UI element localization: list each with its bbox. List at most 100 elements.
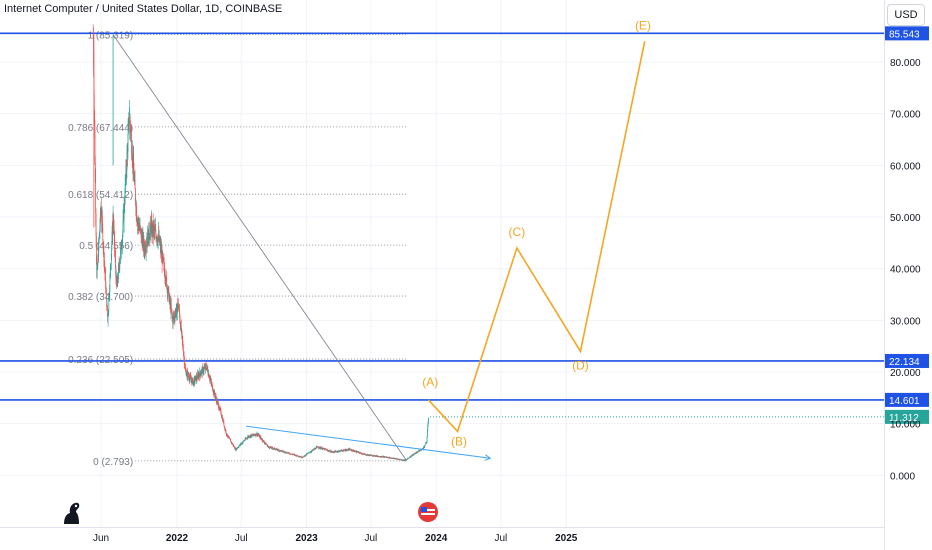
candle-body xyxy=(375,455,377,457)
candle-body xyxy=(196,376,198,379)
candle-body xyxy=(317,447,319,449)
candle-body xyxy=(126,152,128,171)
candle-body xyxy=(131,153,133,158)
candle-body xyxy=(410,456,412,457)
candle-body xyxy=(314,448,315,450)
candle-body xyxy=(129,116,131,125)
candle-body xyxy=(274,449,276,450)
candle-body xyxy=(235,448,237,451)
candle-body xyxy=(158,235,160,240)
candle-body xyxy=(201,369,203,371)
candle-body xyxy=(386,457,388,458)
candle-body xyxy=(320,448,321,449)
candle-body xyxy=(306,453,308,455)
candle-body xyxy=(135,206,137,210)
candle-body xyxy=(304,455,305,457)
candle-body xyxy=(205,365,207,369)
candle-body xyxy=(362,454,364,455)
candle-body xyxy=(249,436,250,438)
candle-body xyxy=(370,454,372,456)
candle-body xyxy=(100,211,101,213)
us-flag-event-icon[interactable] xyxy=(418,502,438,522)
price-axis[interactable]: 85.543 22.134 14.601 11.312 80.000 70.000 60.0… xyxy=(885,26,929,482)
candle-body xyxy=(330,452,332,453)
candle-body xyxy=(259,436,261,437)
candle-body xyxy=(371,454,372,456)
candle-body xyxy=(216,399,218,404)
candle-body xyxy=(156,237,158,240)
candle-body xyxy=(162,257,164,259)
candle-body xyxy=(333,452,335,453)
candle-body xyxy=(225,430,227,432)
candle-body xyxy=(360,453,362,454)
candle-body xyxy=(199,375,200,378)
candle-body xyxy=(268,446,270,448)
candle-body xyxy=(299,456,301,458)
candle-body xyxy=(282,450,283,452)
candle-body xyxy=(120,243,122,250)
candle-body xyxy=(241,442,243,444)
candle-body xyxy=(368,455,370,456)
candle-body xyxy=(247,437,249,439)
y-tick-label: 40.000 xyxy=(890,265,921,276)
candle-body xyxy=(245,438,247,440)
candle-body xyxy=(242,441,244,443)
candle-body xyxy=(352,450,354,452)
fibonacci-retracement[interactable]: 1 (85.319) 0.786 (67.444) 0.618 (54.412) 0.… xyxy=(68,31,409,468)
price-level-badge-label: 14.601 xyxy=(889,396,920,407)
candle-body xyxy=(266,444,267,445)
candle-body xyxy=(222,417,223,421)
candle-body xyxy=(377,456,379,457)
candle-body xyxy=(359,453,361,454)
candle-body xyxy=(412,454,413,456)
candle-body xyxy=(426,437,428,443)
candle-body xyxy=(271,447,272,449)
candle-body xyxy=(374,456,376,457)
candle-body xyxy=(384,456,386,458)
candle-body xyxy=(382,456,383,457)
candle-body xyxy=(275,449,277,450)
candle-body xyxy=(159,243,161,245)
candle-body xyxy=(267,446,269,448)
candle-body xyxy=(214,391,215,395)
candle-body xyxy=(148,238,150,240)
candle-body xyxy=(400,459,402,461)
candle-body xyxy=(146,241,148,246)
candle-body xyxy=(133,158,135,172)
candle-body xyxy=(103,245,105,262)
candle-body xyxy=(160,243,162,252)
candle-body xyxy=(382,456,384,458)
candle-body xyxy=(427,425,429,431)
candle-body xyxy=(124,203,125,205)
candle-body xyxy=(103,261,105,262)
candle-body xyxy=(257,434,258,436)
candle-body xyxy=(129,116,130,126)
candle-body xyxy=(335,450,336,453)
candle-body xyxy=(400,459,402,461)
candle-body xyxy=(148,228,149,239)
candle-body xyxy=(157,240,159,243)
candle-body xyxy=(126,149,128,153)
candle-body xyxy=(165,274,167,279)
candle-body xyxy=(419,450,421,451)
tradingview-logo-icon[interactable] xyxy=(60,498,84,526)
candle-body xyxy=(198,374,200,378)
time-axis[interactable]: Jun 2022 Jul 2023 Jul 2024 Jul 2025 xyxy=(93,533,578,544)
candle-body xyxy=(397,459,398,460)
horizontal-levels[interactable] xyxy=(0,32,884,418)
candle-body xyxy=(302,457,303,459)
currency-button[interactable]: USD xyxy=(887,4,925,26)
candle-body xyxy=(149,223,151,231)
candle-body xyxy=(247,436,249,438)
candle-body xyxy=(246,437,247,439)
candle-body xyxy=(213,390,215,395)
candle-body xyxy=(309,452,310,454)
candle-body xyxy=(343,449,345,451)
candle-body xyxy=(213,390,214,393)
drawings[interactable]: (A) (B) (C) (D) (E) xyxy=(112,18,651,462)
candle-body xyxy=(238,445,240,447)
candle-body xyxy=(238,447,239,448)
candle-body xyxy=(273,448,275,449)
candle-body xyxy=(119,262,121,268)
